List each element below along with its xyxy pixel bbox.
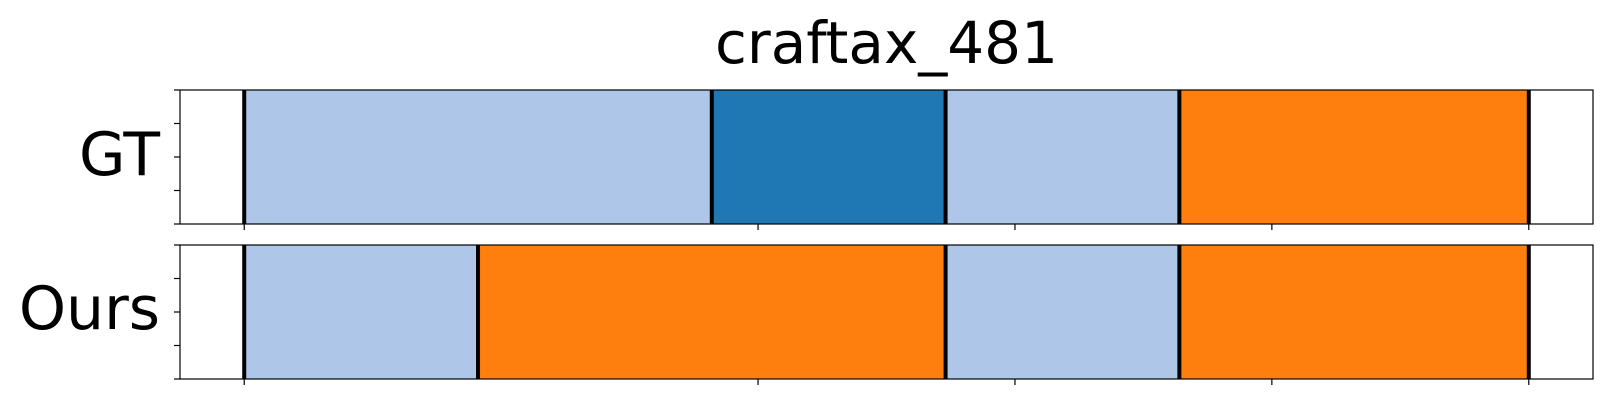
- row-label-ours: Ours: [18, 274, 160, 344]
- segment-gt-1: [711, 90, 946, 224]
- segment-gt-0: [244, 90, 712, 224]
- segment-gt-3: [1179, 90, 1529, 224]
- chart-title: craftax_481: [715, 9, 1058, 77]
- segment-ours-2: [945, 245, 1180, 379]
- segment-gt-2: [945, 90, 1180, 224]
- segment-ours-3: [1179, 245, 1529, 379]
- row-label-gt: GT: [78, 120, 160, 190]
- segment-ours-0: [244, 245, 479, 379]
- segment-ours-1: [478, 245, 946, 379]
